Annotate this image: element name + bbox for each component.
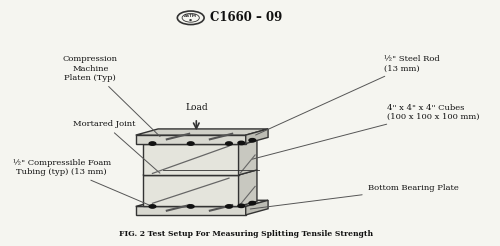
Circle shape [149, 142, 156, 145]
Text: ASTM: ASTM [184, 14, 197, 18]
Text: ½" Steel Rod
(13 mm): ½" Steel Rod (13 mm) [256, 55, 440, 135]
Circle shape [226, 142, 232, 145]
Text: Compression
Machine
Platen (Typ): Compression Machine Platen (Typ) [63, 55, 160, 137]
Polygon shape [136, 200, 268, 206]
Polygon shape [143, 170, 257, 175]
Text: C1660 – 09: C1660 – 09 [210, 11, 282, 24]
Polygon shape [246, 200, 268, 215]
Polygon shape [143, 138, 257, 144]
Polygon shape [143, 144, 238, 175]
Polygon shape [136, 206, 246, 215]
Text: Bottom Bearing Plate: Bottom Bearing Plate [250, 184, 458, 209]
Polygon shape [136, 129, 268, 135]
Circle shape [226, 205, 232, 208]
Circle shape [249, 201, 256, 205]
Circle shape [249, 138, 256, 142]
Circle shape [149, 205, 156, 208]
Text: ½" Compressible Foam
Tubing (typ) (13 mm): ½" Compressible Foam Tubing (typ) (13 mm… [12, 159, 150, 205]
Text: Mortared Joint: Mortared Joint [74, 120, 160, 173]
Circle shape [188, 205, 194, 208]
Text: Load: Load [185, 103, 208, 112]
Polygon shape [246, 129, 268, 144]
Polygon shape [143, 175, 238, 206]
Text: 4" x 4" x 4" Cubes
(100 x 100 x 100 mm): 4" x 4" x 4" Cubes (100 x 100 x 100 mm) [252, 104, 480, 159]
Text: FIG. 2 Test Setup For Measuring Splitting Tensile Strength: FIG. 2 Test Setup For Measuring Splittin… [118, 230, 373, 238]
Polygon shape [136, 135, 246, 144]
Circle shape [238, 204, 244, 208]
Circle shape [188, 142, 194, 145]
Text: ●: ● [189, 18, 192, 22]
Polygon shape [238, 170, 257, 206]
Polygon shape [238, 138, 257, 175]
Circle shape [238, 141, 244, 145]
